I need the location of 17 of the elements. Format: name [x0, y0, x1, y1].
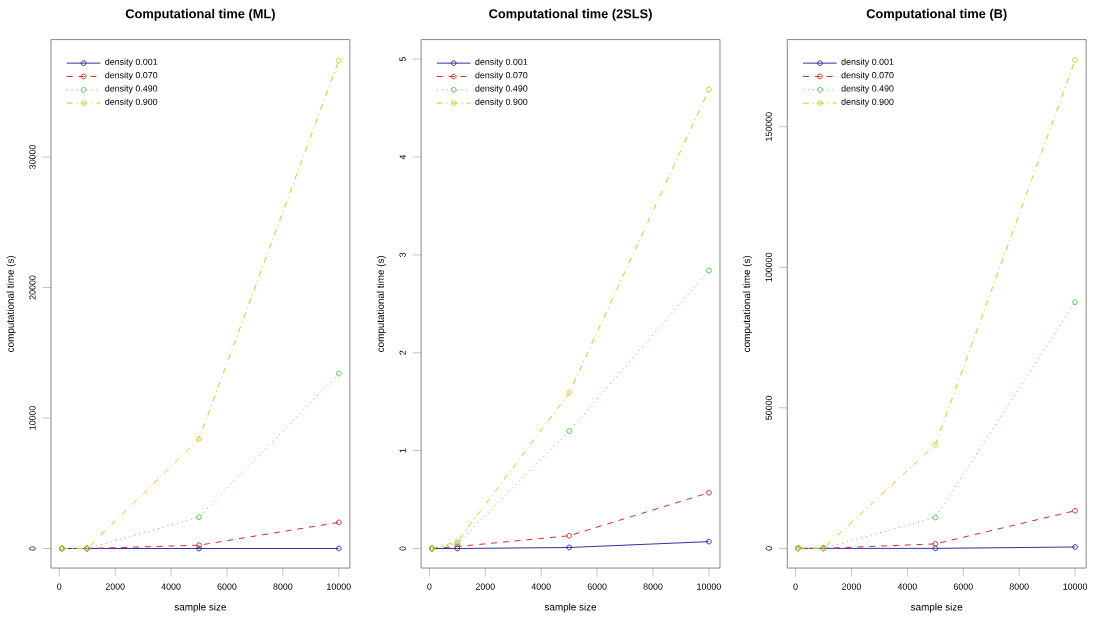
point [566, 533, 573, 539]
point [335, 519, 342, 526]
point [706, 86, 712, 93]
point [1072, 299, 1078, 306]
point [566, 428, 573, 435]
point [196, 514, 202, 521]
point [1072, 508, 1078, 514]
point [1072, 57, 1078, 64]
point [932, 514, 939, 521]
point [706, 267, 712, 274]
point [335, 371, 342, 377]
point [566, 390, 573, 397]
point [196, 436, 202, 443]
point [335, 57, 342, 64]
point [566, 544, 573, 551]
point [932, 442, 939, 448]
point [706, 490, 712, 496]
